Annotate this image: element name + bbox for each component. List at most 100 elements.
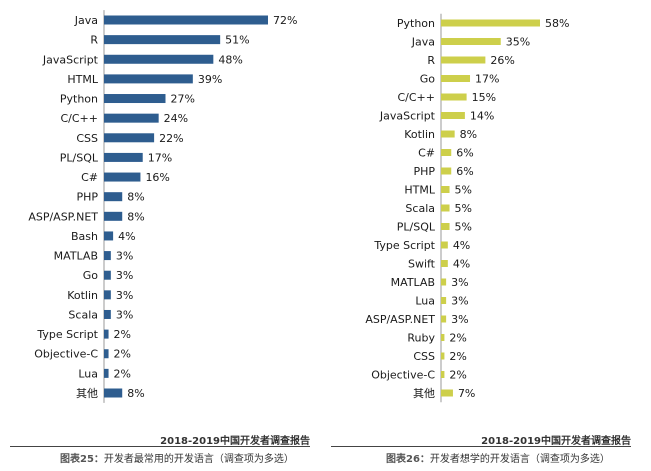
category-label: Scala <box>405 202 435 215</box>
bar-其他 <box>104 388 123 398</box>
category-label: R <box>90 34 98 47</box>
category-label: ASP/ASP.NET <box>365 313 435 326</box>
category-label: Scala <box>68 308 98 321</box>
value-label: 4% <box>453 239 470 252</box>
bar-CSS <box>441 352 445 360</box>
bar-ASP/ASP.NET <box>104 211 123 221</box>
bar-其他 <box>441 389 453 397</box>
category-label: Lua <box>415 295 435 308</box>
bar-Ruby <box>441 334 445 341</box>
value-label: 3% <box>451 276 468 289</box>
value-label: 72% <box>273 14 297 27</box>
category-label: MATLAB <box>391 276 435 289</box>
most-used-languages-chart: Java 72% R 51% JavaScript 48% HTML 39% Python 27%… <box>10 10 310 465</box>
category-label: PHP <box>76 191 98 204</box>
bar-Objective-C <box>104 349 109 359</box>
figure-label: 图表25： <box>60 454 104 465</box>
category-label: 其他 <box>413 387 435 400</box>
chart-title: 开发者最常用的开发语言（调查项为多选） <box>103 454 294 465</box>
bar-MATLAB <box>441 278 447 286</box>
bar-PL/SQL <box>104 152 143 162</box>
category-label: Go <box>83 269 99 282</box>
category-label: C/C++ <box>397 91 435 104</box>
bar-MATLAB <box>104 251 111 261</box>
value-label: 15% <box>472 91 496 104</box>
value-label: 6% <box>456 165 473 178</box>
value-label: 22% <box>159 132 183 145</box>
category-label: Ruby <box>407 332 435 345</box>
category-label: C# <box>418 147 435 160</box>
bar-Lua <box>104 368 109 378</box>
value-label: 5% <box>455 221 472 234</box>
bar-Scala <box>104 309 111 319</box>
bar-C# <box>104 172 141 182</box>
category-label: MATLAB <box>54 250 98 263</box>
category-label: CSS <box>413 350 435 363</box>
value-label: 3% <box>116 269 133 282</box>
bar-Scala <box>441 204 450 212</box>
bar-Objective-C <box>441 371 445 378</box>
bar-Go <box>441 75 471 82</box>
category-label: PHP <box>413 165 435 178</box>
category-label: Objective-C <box>371 369 435 382</box>
category-label: Python <box>60 93 98 106</box>
bar-C/C++ <box>441 93 467 101</box>
value-label: 3% <box>451 295 468 308</box>
bar-HTML <box>104 74 193 84</box>
bar-PL/SQL <box>441 223 450 230</box>
category-label: JavaScript <box>379 110 436 123</box>
value-label: 16% <box>145 171 169 184</box>
value-label: 35% <box>506 36 530 49</box>
footer-divider <box>10 446 310 447</box>
category-label: C/C++ <box>60 112 98 125</box>
bar-Java <box>441 38 501 45</box>
value-label: 3% <box>116 308 133 321</box>
figure-caption: 图表26：开发者想学的开发语言（调查项为多选） <box>386 450 610 465</box>
bar-Java <box>104 15 268 25</box>
value-label: 2% <box>114 328 131 341</box>
category-label: Type Script <box>36 328 98 341</box>
value-label: 4% <box>118 230 135 243</box>
category-label: Java <box>411 36 435 49</box>
value-label: 8% <box>127 210 144 223</box>
bar-Python <box>104 94 166 104</box>
value-label: 5% <box>455 202 472 215</box>
bar-R <box>441 56 486 64</box>
category-label: ASP/ASP.NET <box>28 210 98 223</box>
value-label: 17% <box>148 151 172 164</box>
category-label: PL/SQL <box>60 151 99 164</box>
bar-HTML <box>441 186 450 193</box>
value-label: 2% <box>114 348 131 361</box>
category-label: Python <box>397 17 435 30</box>
bar-Go <box>104 270 111 280</box>
value-label: 3% <box>116 289 133 302</box>
value-label: 6% <box>456 147 473 160</box>
bar-JavaScript <box>104 54 214 64</box>
category-label: Objective-C <box>34 348 98 361</box>
bar-Lua <box>441 297 447 304</box>
category-label: CSS <box>76 132 98 145</box>
category-label: Swift <box>408 258 436 271</box>
value-label: 8% <box>460 128 477 141</box>
value-label: 4% <box>453 258 470 271</box>
chart-title: 开发者想学的开发语言（调查项为多选） <box>429 454 610 465</box>
report-title: 2018-2019中国开发者调查报告 <box>481 436 631 447</box>
figure-caption: 图表25：开发者最常用的开发语言（调查项为多选） <box>60 450 294 465</box>
bar-JavaScript <box>441 112 465 119</box>
report-title: 2018-2019中国开发者调查报告 <box>160 436 310 447</box>
bar-C# <box>441 149 452 156</box>
bar-Bash <box>104 231 114 241</box>
value-label: 2% <box>449 350 466 363</box>
value-label: 14% <box>470 110 494 123</box>
value-label: 26% <box>490 54 514 67</box>
category-label: Bash <box>71 230 98 243</box>
bar-ASP/ASP.NET <box>441 315 447 323</box>
category-label: Kotlin <box>67 289 98 302</box>
category-label: Java <box>74 14 98 27</box>
value-label: 48% <box>218 53 242 66</box>
category-label: 其他 <box>76 387 98 400</box>
bar-CSS <box>104 133 155 143</box>
bar-C/C++ <box>104 113 159 123</box>
want-to-learn-languages-plot: Python 58% Java 35% R 26% Go 17% C/C++ 15% JavaScr… <box>365 13 569 403</box>
category-label: HTML <box>67 73 98 86</box>
